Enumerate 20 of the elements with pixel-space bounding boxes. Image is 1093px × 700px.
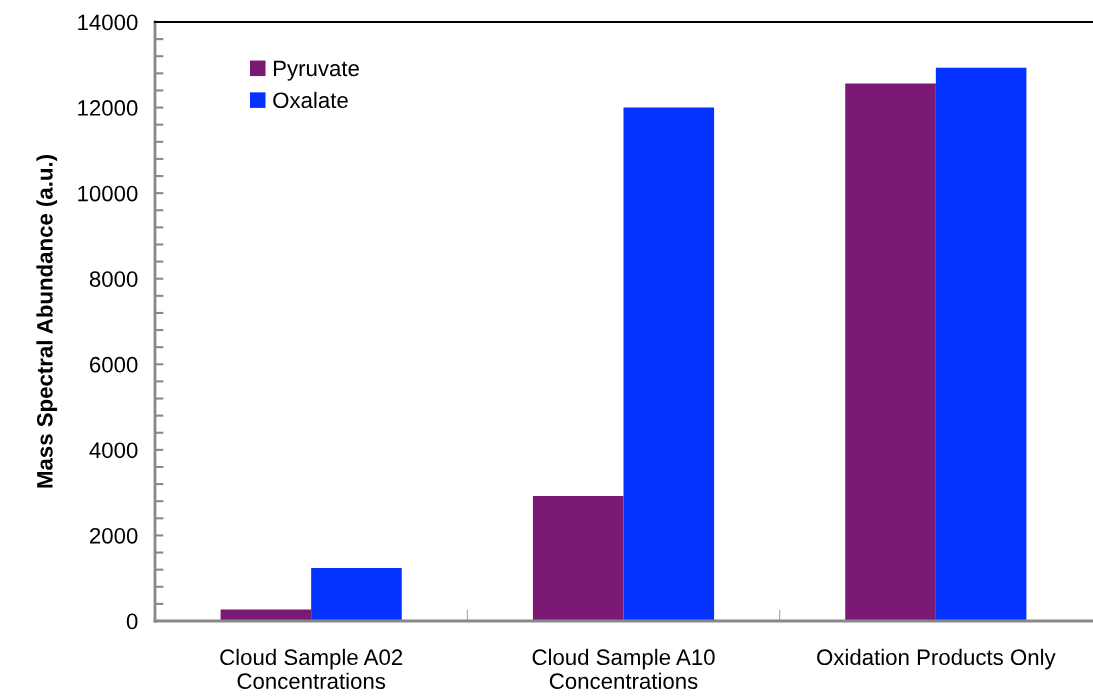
y-tick-label: 14000 (78, 14, 138, 31)
x-tick-label: Oxidation Products Only (817, 648, 1056, 670)
bar (935, 67, 1027, 621)
y-tick-label: 12000 (78, 100, 138, 116)
legend-label: Oxalate (273, 91, 348, 109)
legend-label: Pyruvate (274, 60, 359, 81)
y-tick-label: 0 (126, 613, 138, 630)
bar (845, 83, 936, 621)
x-tick-label: Cloud Sample A10 Concentrations (532, 648, 715, 690)
bar (532, 496, 624, 621)
y-tick-label: 4000 (89, 442, 138, 459)
bar (220, 609, 312, 621)
y-tick-label: 10000 (78, 185, 138, 202)
x-tick-label: Cloud Sample A02 Concentrations (220, 648, 403, 690)
y-axis-title: Mass Spectral Abundance (a.u.) (36, 155, 58, 488)
y-tick-label: 6000 (90, 356, 138, 373)
bar (311, 567, 402, 621)
bar (623, 107, 715, 621)
y-tick-label: 2000 (90, 527, 138, 544)
y-tick-label: 8000 (89, 271, 138, 287)
